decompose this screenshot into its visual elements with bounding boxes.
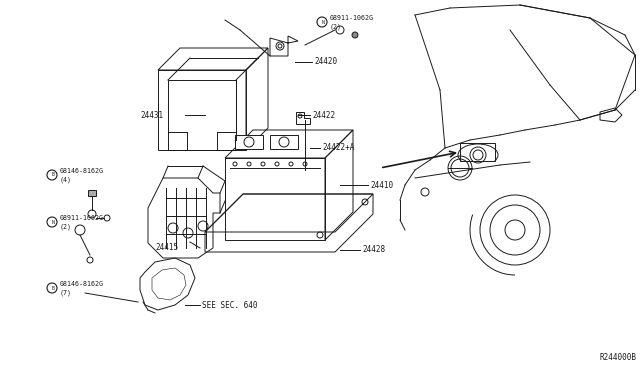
Polygon shape: [235, 135, 263, 149]
Bar: [460, 143, 495, 161]
Text: B: B: [52, 285, 54, 291]
Polygon shape: [88, 190, 96, 196]
Text: (2): (2): [330, 24, 342, 30]
Text: B: B: [52, 173, 54, 177]
Circle shape: [352, 32, 358, 38]
Text: 08146-8162G: 08146-8162G: [60, 281, 104, 287]
Text: (7): (7): [60, 290, 72, 296]
Circle shape: [279, 137, 289, 147]
Text: N: N: [52, 219, 54, 224]
Text: 24428: 24428: [362, 246, 385, 254]
Text: 24431: 24431: [140, 110, 163, 119]
Text: N: N: [321, 19, 324, 25]
Circle shape: [244, 137, 254, 147]
Text: 08911-1062G: 08911-1062G: [60, 215, 104, 221]
Text: R244000B: R244000B: [600, 353, 637, 362]
Text: 24422+A: 24422+A: [322, 144, 355, 153]
Text: 24420: 24420: [314, 58, 337, 67]
Polygon shape: [270, 135, 298, 149]
Text: 08911-1062G: 08911-1062G: [330, 15, 374, 21]
Text: (2): (2): [60, 224, 72, 230]
Text: 24415: 24415: [155, 244, 178, 253]
Text: SEE SEC. 640: SEE SEC. 640: [202, 301, 257, 310]
Text: 08146-8162G: 08146-8162G: [60, 168, 104, 174]
Text: 24410: 24410: [370, 180, 393, 189]
Text: 24422: 24422: [312, 110, 335, 119]
Text: (4): (4): [60, 177, 72, 183]
